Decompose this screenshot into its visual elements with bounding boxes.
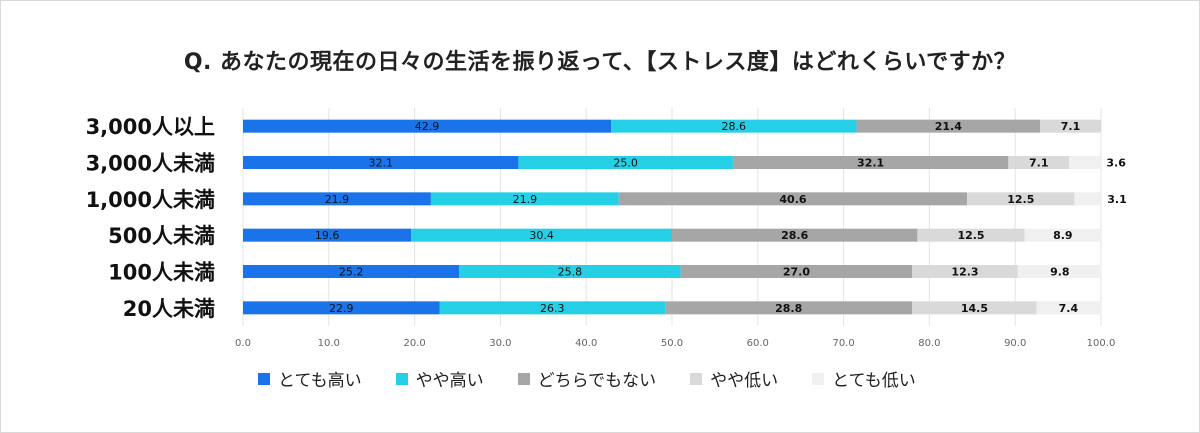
value-label: 30.4 (529, 229, 554, 242)
bar-segment (243, 228, 412, 242)
bar-segment (912, 301, 1037, 315)
value-label: 42.9 (415, 120, 440, 133)
bar-segment (732, 156, 1009, 169)
bar-segment (672, 228, 918, 242)
bar-segment (1040, 119, 1101, 133)
legend-label: やや低い (710, 371, 779, 391)
value-label: 21.9 (513, 193, 538, 206)
bar-segment (967, 192, 1075, 206)
value-label: 32.1 (368, 157, 393, 170)
value-label: 22.9 (329, 302, 354, 315)
value-label: 26.3 (540, 302, 565, 315)
x-tick-label: 60.0 (747, 338, 769, 349)
x-tick-label: 20.0 (403, 338, 425, 349)
value-label: 25.0 (613, 157, 638, 170)
legend-swatch (517, 372, 530, 385)
legend-item: とても低い (812, 366, 916, 391)
value-label: 28.8 (775, 302, 802, 315)
value-label: 28.6 (722, 120, 747, 133)
legend-item: どちらでもない (517, 366, 657, 391)
value-label: 28.6 (781, 229, 808, 242)
bar-segment (665, 301, 913, 315)
bar-segment (1017, 265, 1102, 278)
value-label: 40.6 (779, 193, 806, 206)
value-label: 7.1 (1029, 157, 1049, 170)
value-label: 7.4 (1059, 302, 1079, 315)
chart-title: Q. あなたの現在の日々の生活を振り返って、【ストレス度】はどれくらいですか？ (183, 50, 1017, 75)
bar-segment (611, 119, 857, 133)
value-label: 32.1 (857, 157, 884, 170)
value-label: 8.9 (1053, 229, 1073, 242)
bar-segment (243, 301, 440, 315)
x-tick-label: 30.0 (489, 338, 511, 349)
category-label: 1,000人未満 (86, 188, 215, 212)
bar-segment (618, 192, 968, 206)
value-label: 21.4 (935, 120, 962, 133)
category-label: 3,000人以上 (86, 115, 215, 139)
value-label: 12.5 (1007, 193, 1034, 206)
legend-swatch (812, 372, 825, 385)
bar-segment (439, 301, 666, 315)
legend-swatch (258, 372, 270, 385)
legend-item: やや低い (690, 366, 778, 391)
bar-segment (856, 119, 1041, 133)
legend-label: とても高い (278, 371, 362, 391)
value-label: 19.6 (315, 229, 340, 242)
value-label: 25.2 (339, 266, 364, 279)
value-label: 27.0 (783, 266, 810, 279)
legend-swatch (395, 372, 408, 385)
bar-segment (1008, 156, 1070, 169)
bar-segment (518, 156, 733, 169)
bar-segment (430, 192, 619, 206)
x-tick-label: 50.0 (661, 338, 683, 349)
value-label: 21.9 (325, 193, 350, 206)
value-label: 7.1 (1061, 120, 1081, 133)
bar-segment (680, 265, 913, 278)
bar-segment (243, 156, 519, 169)
bar-segment (243, 265, 460, 278)
bar-segment (1074, 192, 1101, 206)
bar-segment (243, 192, 431, 206)
bar-segment (1069, 156, 1101, 169)
legend-swatch (690, 372, 703, 385)
legend-label: やや高い (415, 371, 484, 391)
bar-segment (912, 265, 1018, 278)
value-label: 12.3 (951, 266, 978, 279)
x-tick-label: 40.0 (575, 338, 597, 349)
value-label: 14.5 (961, 302, 988, 315)
bar-segment (1036, 301, 1101, 315)
category-label: 20人未満 (123, 297, 215, 321)
x-tick-label: 80.0 (918, 338, 940, 349)
x-tick-label: 10.0 (318, 338, 340, 349)
category-label: 500人未満 (108, 224, 215, 248)
value-label: 9.8 (1050, 266, 1070, 279)
x-tick-label: 90.0 (1004, 338, 1026, 349)
x-tick-label: 0.0 (235, 338, 251, 349)
bar-segment (459, 265, 681, 278)
category-label: 3,000人未満 (86, 152, 215, 176)
legend-label: どちらでもない (537, 371, 657, 391)
value-label: 25.8 (558, 266, 583, 279)
x-tick-label: 70.0 (832, 338, 854, 349)
bar-segment (917, 228, 1025, 242)
legend-label: とても低い (832, 371, 916, 391)
value-label: 12.5 (957, 229, 984, 242)
bar-segment (1024, 228, 1101, 242)
category-label: 100人未満 (108, 261, 215, 285)
value-label: 3.1 (1107, 193, 1127, 206)
legend-item: やや高い (395, 366, 484, 391)
legend-item: とても高い (258, 366, 362, 391)
value-label: 3.6 (1106, 157, 1126, 170)
x-tick-label: 100.0 (1087, 338, 1116, 349)
chart-legend: とても高い やや高い どちらでもない やや低い とても低い (258, 366, 916, 391)
bar-segment (243, 119, 612, 133)
bar-segment (411, 228, 672, 242)
